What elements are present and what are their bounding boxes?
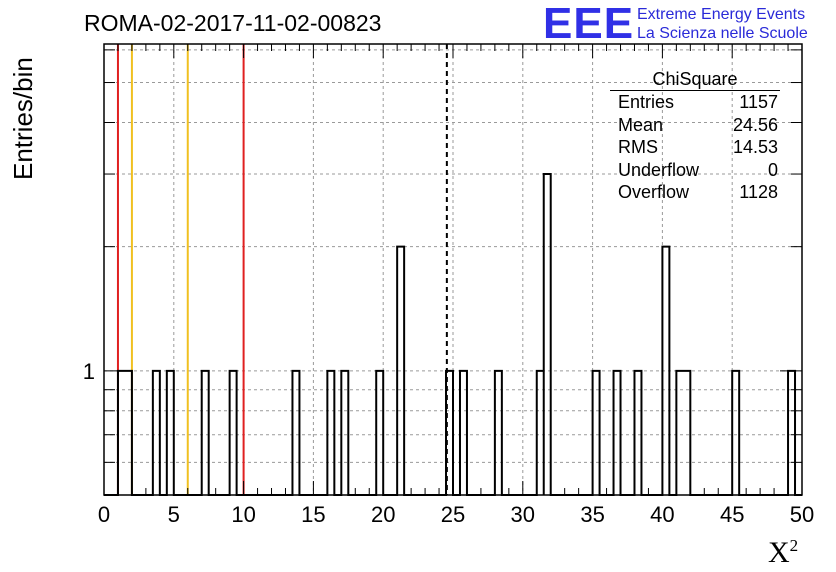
stats-title: ChiSquare (652, 69, 738, 89)
stats-row-entries: Entries 1157 (612, 91, 778, 114)
stats-value: 1128 (739, 182, 778, 202)
stats-separator (610, 90, 780, 91)
stats-value: 0 (767, 159, 778, 180)
x-tick-label: 20 (371, 502, 395, 527)
x-tick-label: 50 (790, 502, 814, 527)
stats-row-underflow: Underflow 0 (612, 159, 778, 182)
y-axis-label: Entries/bin (8, 57, 38, 180)
x-tick-label: 15 (301, 502, 325, 527)
stats-row-mean: Mean 24.56 (612, 114, 778, 137)
x-tick-label: 30 (511, 502, 535, 527)
chart-title: ROMA-02-2017-11-02-00823 (84, 10, 382, 36)
stats-box: ChiSquare Entries 1157 Mean 24.56 RMS 14… (610, 68, 780, 204)
stats-value: 14.53 (732, 137, 778, 157)
x-tick-label: 35 (580, 502, 604, 527)
stats-label: Underflow (618, 159, 700, 180)
x-axis-label-base: X (768, 536, 790, 569)
logo-line-2: La Scienza nelle Scuole (637, 25, 808, 42)
x-tick-label: 5 (168, 502, 180, 527)
stats-label: Mean (618, 114, 664, 135)
x-tick-label: 10 (231, 502, 255, 527)
y-tick-label: 1 (83, 359, 95, 384)
x-tick-label: 25 (441, 502, 465, 527)
stats-row-overflow: Overflow 1128 (612, 181, 778, 204)
x-tick-label: 45 (720, 502, 744, 527)
stats-value: 24.56 (732, 114, 778, 135)
logo-mark: EEE (543, 0, 635, 48)
stats-label: Overflow (618, 182, 690, 202)
stats-value: 1157 (739, 92, 778, 112)
x-tick-label: 40 (650, 502, 674, 527)
stats-label: RMS (618, 137, 658, 157)
x-tick-label: 0 (98, 502, 110, 527)
stats-row-rms: RMS 14.53 (612, 136, 778, 159)
x-axis-label-sup: 2 (789, 536, 799, 555)
logo-line-1: Extreme Energy Events (637, 6, 806, 23)
x-axis-label: X2 (768, 536, 798, 570)
stats-label: Entries (618, 92, 675, 112)
histogram-bar (544, 174, 551, 495)
